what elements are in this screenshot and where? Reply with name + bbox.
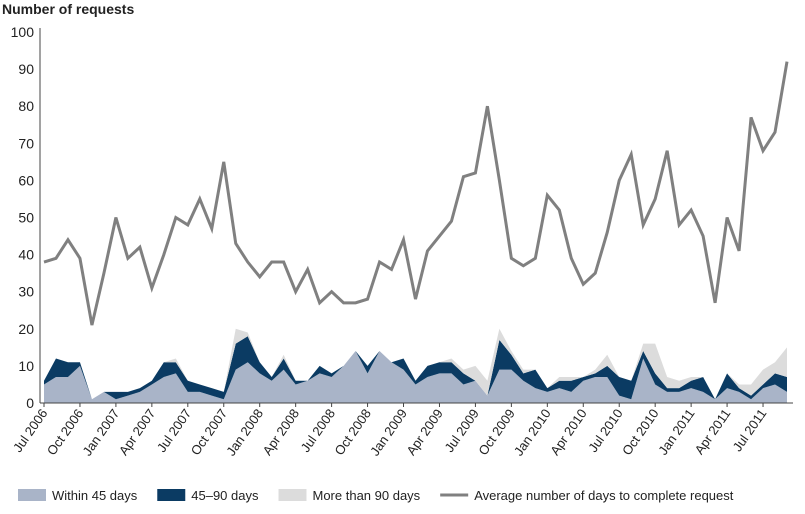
y-tick-label: 70 xyxy=(18,135,34,151)
area xyxy=(44,336,787,400)
x-tick-label: Jul 2011 xyxy=(730,406,770,454)
y-tick-label: 80 xyxy=(18,98,34,114)
x-tick-label: Apr 2007 xyxy=(116,406,159,458)
y-tick-label: 10 xyxy=(18,358,34,374)
axis-title: Number of requests xyxy=(2,1,134,17)
y-tick-label: 60 xyxy=(18,172,34,188)
line xyxy=(43,61,789,326)
y-tick-label: 0 xyxy=(26,395,34,411)
x-tick-label: Apr 2009 xyxy=(403,406,446,458)
y-tick-label: 40 xyxy=(18,247,34,263)
x-tick-label: Jan 2011 xyxy=(655,406,697,458)
x-tick-label: Jan 2007 xyxy=(79,406,122,458)
y-tick-label: 100 xyxy=(11,24,35,40)
legend-swatch xyxy=(278,489,307,501)
y-tick-label: 30 xyxy=(18,284,34,300)
y-tick-label: 50 xyxy=(18,210,34,226)
legend-label: 45–90 days xyxy=(191,488,259,503)
legend-label: Average number of days to complete reque… xyxy=(474,488,734,503)
x-tick-label: Jan 2010 xyxy=(511,406,554,458)
legend-swatch xyxy=(18,489,46,501)
x-tick-label: Apr 2008 xyxy=(260,406,303,458)
y-tick-label: 20 xyxy=(18,321,34,337)
x-tick-label: Jan 2009 xyxy=(367,406,410,458)
y-tick-label: 90 xyxy=(18,61,34,77)
x-tick-label: Apr 2011 xyxy=(692,406,734,457)
legend-label: Within 45 days xyxy=(52,488,138,503)
area xyxy=(44,351,787,403)
legend-swatch xyxy=(157,489,186,501)
x-tick-label: Apr 2010 xyxy=(547,406,590,458)
x-tick-label: Jan 2008 xyxy=(223,406,266,458)
legend-label: More than 90 days xyxy=(313,488,421,503)
